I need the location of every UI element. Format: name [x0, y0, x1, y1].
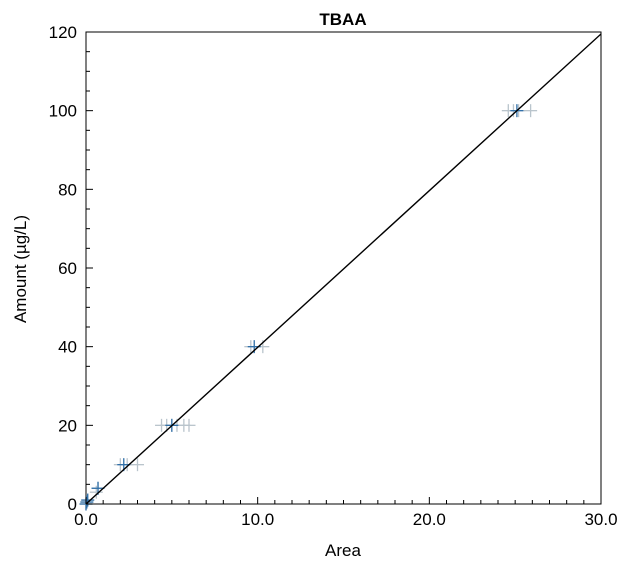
- y-tick-label: 60: [58, 259, 77, 278]
- y-axis-label: Amount (µg/L): [11, 215, 30, 323]
- fit-line: [85, 33, 601, 505]
- y-tick-label: 40: [58, 338, 77, 357]
- axis-ticks: 0.0 10.0 20.0 30.0 0 20 40 60 80 100 120: [49, 23, 618, 529]
- x-tick-label: 30.0: [584, 510, 617, 529]
- y-tick-label: 20: [58, 416, 77, 435]
- data-point: [131, 458, 144, 472]
- plot-area: [79, 31, 602, 511]
- y-tick-label: 80: [58, 180, 77, 199]
- y-tick-label: 100: [49, 102, 77, 121]
- data-point: [80, 495, 94, 509]
- data-layer: [79, 33, 601, 511]
- chart-title: TBAA: [319, 10, 366, 29]
- x-tick-label: 10.0: [241, 510, 274, 529]
- data-point: [524, 104, 538, 118]
- y-tick-label: 120: [49, 23, 77, 42]
- y-tick-label: 0: [68, 495, 77, 514]
- x-tick-label: 0.0: [74, 510, 98, 529]
- x-axis-label: Area: [325, 541, 361, 560]
- data-point: [182, 418, 196, 432]
- x-tick-label: 20.0: [413, 510, 446, 529]
